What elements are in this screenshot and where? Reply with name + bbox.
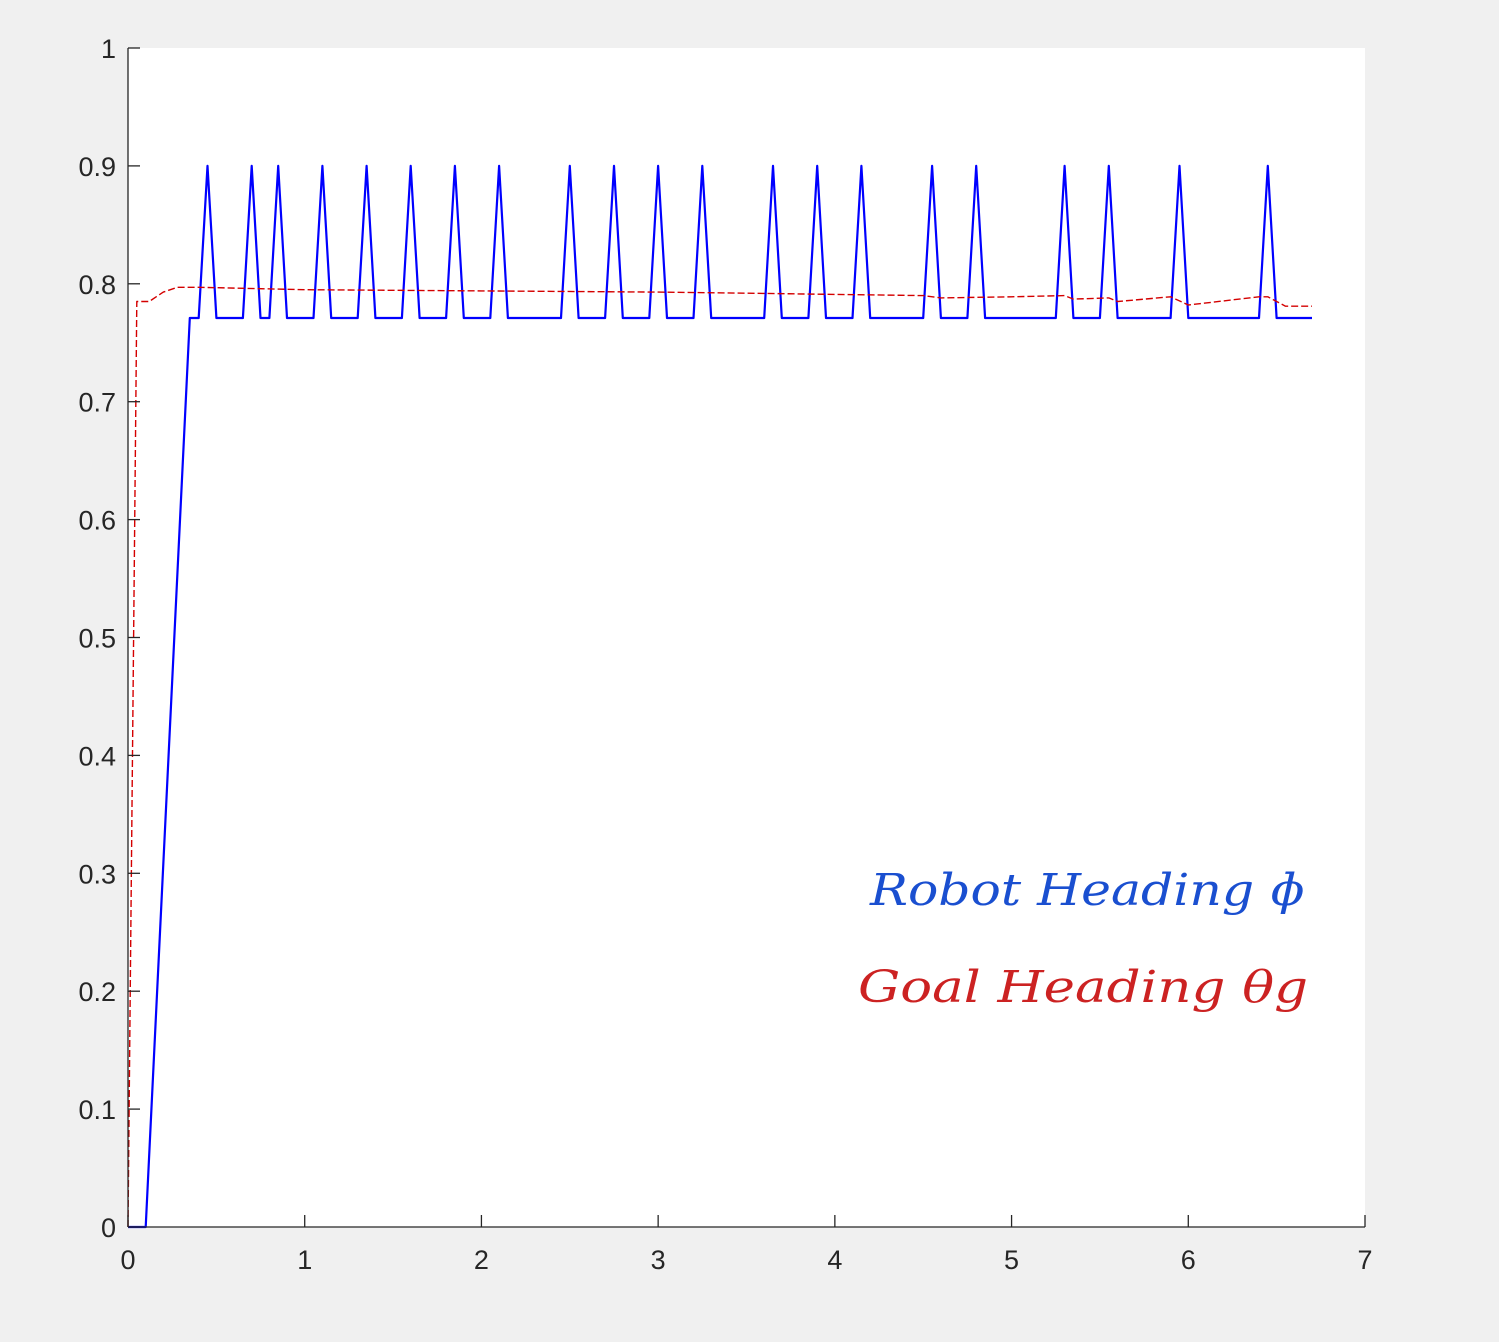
y-tick-label: 0.5 <box>78 624 116 654</box>
series-line-goal-heading <box>127 286 1312 1228</box>
y-tick-label: 0.2 <box>78 977 116 1007</box>
x-tick-label: 4 <box>827 1245 842 1275</box>
y-ticks: 0 0.1 0.2 0.3 0.4 0.5 0.6 0.7 0.8 0.9 1 <box>78 34 140 1243</box>
y-tick-label: 0.9 <box>78 152 116 182</box>
x-tick-label: 5 <box>1004 1245 1019 1275</box>
x-tick-label: 2 <box>474 1245 489 1275</box>
y-tick-label: 0.1 <box>78 1095 116 1125</box>
y-tick-label: 0.6 <box>78 506 116 536</box>
series-layer <box>127 164 1312 1229</box>
y-tick-label: 0.4 <box>78 741 116 771</box>
x-tick-label: 0 <box>120 1245 135 1275</box>
plot-area <box>128 48 1365 1227</box>
y-tick-label: 1 <box>101 34 116 64</box>
x-tick-label: 1 <box>297 1245 312 1275</box>
y-tick-label: 0.3 <box>78 859 116 889</box>
y-tick-label: 0.8 <box>78 270 116 300</box>
y-tick-label: 0.7 <box>78 388 116 418</box>
x-tick-label: 6 <box>1181 1245 1196 1275</box>
annotation-goal-heading: Goal Heading θg <box>858 962 1308 1013</box>
annotation-robot-heading: Robot Heading ɸ <box>869 865 1305 916</box>
x-ticks: 0 1 2 3 4 5 6 7 <box>120 1215 1373 1275</box>
x-tick-label: 7 <box>1357 1245 1372 1275</box>
x-tick-label: 3 <box>651 1245 666 1275</box>
y-tick-label: 0 <box>101 1213 116 1243</box>
handwritten-annotations: Robot Heading ɸ Goal Heading θg <box>858 865 1308 1013</box>
series-line-robot-heading <box>128 164 1312 1229</box>
